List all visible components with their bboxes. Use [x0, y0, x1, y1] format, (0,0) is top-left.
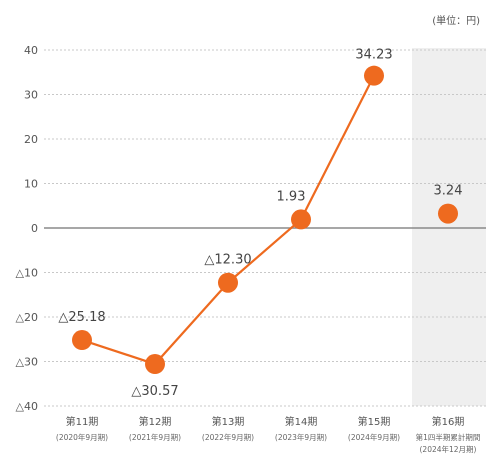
point-layer	[72, 65, 458, 375]
unit-label: (単位：円)	[432, 14, 480, 27]
x-category-sublabel: 第1四半期累計期間	[416, 432, 481, 442]
series-line	[81, 75, 375, 366]
x-category-sublabel: (2023年9月期)	[275, 432, 327, 442]
data-point	[218, 272, 238, 293]
x-category-label: 第16期	[432, 415, 465, 428]
data-point	[291, 209, 311, 230]
x-category-label: 第15期	[358, 415, 391, 428]
data-label: 34.23	[355, 48, 392, 63]
x-category-sublabel: (2021年9月期)	[129, 432, 181, 442]
highlight-band	[412, 48, 486, 406]
y-tick-label: 30	[24, 89, 38, 102]
background-layer	[412, 48, 486, 406]
y-tick-label: 20	[24, 133, 38, 146]
y-tick-label: △10	[16, 267, 38, 280]
x-category-sublabel: (2022年9月期)	[202, 432, 254, 442]
y-tick-label: 10	[24, 178, 38, 191]
data-label: 1.93	[277, 189, 306, 204]
data-point	[145, 354, 165, 375]
x-category-label: 第14期	[285, 415, 318, 428]
y-tick-label: 0	[31, 222, 38, 235]
y-tick-label: △20	[16, 311, 38, 324]
x-category-sublabel: (2020年9月期)	[56, 432, 108, 442]
data-point	[72, 330, 92, 351]
data-label: △25.18	[58, 310, 105, 325]
data-point-extra	[438, 203, 458, 224]
data-label-extra: 3.24	[434, 184, 463, 199]
data-label: △30.57	[131, 384, 178, 399]
x-category-label: 第13期	[212, 415, 245, 428]
y-tick-label: △40	[16, 400, 38, 413]
y-tick-label: 40	[24, 44, 38, 57]
x-category-label: 第12期	[139, 415, 172, 428]
x-category-sublabel: (2024年12月期)	[420, 444, 477, 454]
data-point	[364, 65, 384, 86]
grid-layer	[44, 49, 486, 407]
data-label: △12.30	[204, 253, 251, 268]
y-tick-label: △30	[16, 356, 38, 369]
line-layer	[81, 75, 375, 366]
x-category-label: 第11期	[66, 415, 99, 428]
label-layer: 40 30 20 10 0 △10 △20 △30 △40 第11期 (2020年9月期) 第12期 (…	[16, 44, 481, 454]
x-category-sublabel: (2024年9月期)	[348, 432, 400, 442]
